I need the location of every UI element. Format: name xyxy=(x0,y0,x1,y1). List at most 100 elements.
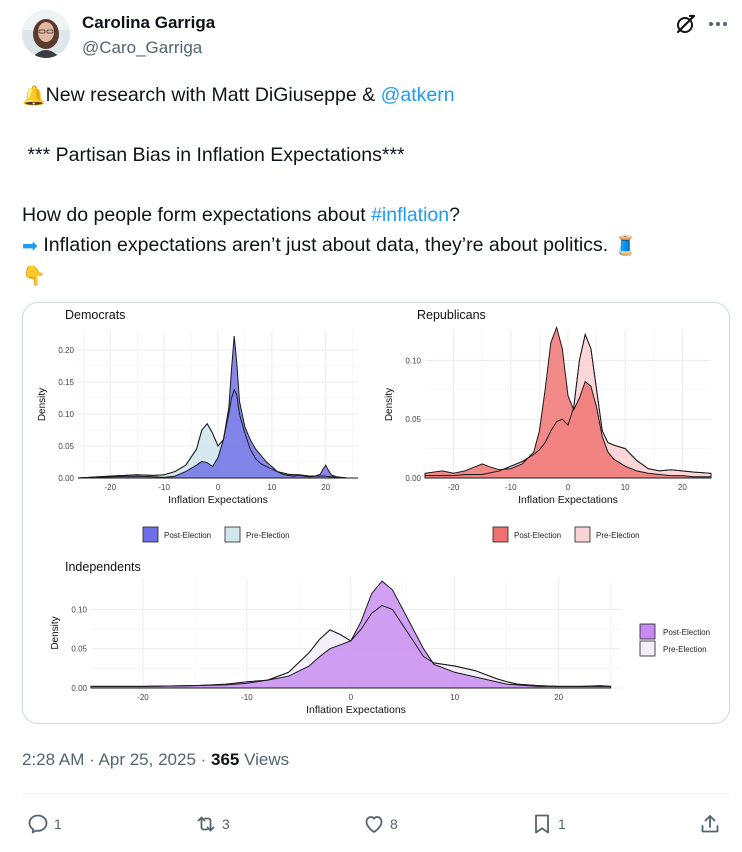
tweet-line-3-text: How do people form expectations about xyxy=(22,204,372,226)
x-tick-label: 0 xyxy=(566,483,571,492)
legend-label-pre: Pre-Election xyxy=(596,531,640,540)
x-tick-label: 10 xyxy=(450,693,459,702)
mention-link[interactable]: @atkern xyxy=(380,84,455,106)
legend-label-pre: Pre-Election xyxy=(663,645,707,654)
x-tick-label: -10 xyxy=(505,483,517,492)
tweet-actions: 1 3 8 1 xyxy=(22,808,730,840)
like-button[interactable]: 8 xyxy=(362,808,398,840)
density-line-pre-election xyxy=(77,388,358,479)
x-tick-label: 0 xyxy=(349,693,354,702)
x-tick-label: 20 xyxy=(554,693,563,702)
views-label: Views xyxy=(239,750,290,769)
y-tick-label: 0.05 xyxy=(405,415,421,424)
tweet-line-1: 🔔New research with Matt DiGiuseppe & @at… xyxy=(22,80,722,110)
avatar[interactable] xyxy=(22,10,70,58)
tweet-line-4-text: Inflation expectations aren’t just about… xyxy=(43,234,609,256)
tweet-line-3-suffix: ? xyxy=(449,204,460,226)
legend-swatch-pre xyxy=(574,526,591,543)
x-tick-label: -10 xyxy=(158,483,170,492)
chart-panel-democrats: Democrats 0.00 0.05 0.10 0.15 0.20 -20 -10 0 10 20… xyxy=(37,308,358,543)
views-count: 365 xyxy=(211,750,240,769)
density-line-pre-election xyxy=(425,332,712,477)
y-tick-label: 0.00 xyxy=(71,684,87,693)
tweet-title: *** Partisan Bias in Inflation Expectati… xyxy=(22,140,722,170)
x-tick-label: 0 xyxy=(216,483,221,492)
chart-panel-independents: Independents 0.00 0.05 0.10 -20 -10 0 10 20 Infla… xyxy=(50,560,710,716)
bookmark-count: 1 xyxy=(558,816,566,832)
x-tick-label: -20 xyxy=(105,483,117,492)
legend-swatch-post xyxy=(639,623,656,640)
chart-panel-republicans: Republicans 0.00 0.05 0.10 -20 -10 0 10 20 Inflat… xyxy=(384,308,712,543)
bookmark-icon xyxy=(535,814,549,834)
legend-swatch-post xyxy=(142,526,159,543)
tweet-text: 🔔New research with Matt DiGiuseppe & @at… xyxy=(22,80,722,290)
share-icon xyxy=(701,815,719,833)
density-charts: Democrats 0.00 0.05 0.10 0.15 0.20 -20 -10 0 10 20… xyxy=(37,308,712,716)
y-tick-label: 0.10 xyxy=(71,605,87,614)
x-tick-label: -20 xyxy=(137,693,149,702)
y-axis-label: Density xyxy=(384,388,395,421)
grok-icon[interactable] xyxy=(674,12,698,36)
y-tick-label: 0.00 xyxy=(405,474,421,483)
tweet-meta: 2:28 AM · Apr 25, 2025 · 365 Views xyxy=(22,750,289,770)
legend-label-pre: Pre-Election xyxy=(246,531,290,540)
x-tick-label: -10 xyxy=(241,693,253,702)
legend-label-post: Post-Election xyxy=(164,531,211,540)
density-line-pre-election xyxy=(91,604,611,687)
tweet-line-4: ➡ Inflation expectations aren’t just abo… xyxy=(22,230,722,260)
tweet-timestamp[interactable]: 2:28 AM · Apr 25, 2025 · xyxy=(22,750,212,769)
share-button[interactable] xyxy=(698,808,722,840)
like-count: 8 xyxy=(390,816,398,832)
x-axis-label: Inflation Expectations xyxy=(168,494,268,506)
chart-title: Independents xyxy=(65,560,141,574)
tweet-title-text: *** Partisan Bias in Inflation Expectati… xyxy=(27,144,405,166)
y-tick-label: 0.10 xyxy=(58,410,74,419)
y-tick-label: 0.05 xyxy=(71,645,87,654)
tweet-header: Carolina Garriga @Caro_Garriga xyxy=(22,8,730,60)
y-tick-label: 0.10 xyxy=(405,356,421,365)
reply-icon xyxy=(28,814,48,834)
reply-button[interactable]: 1 xyxy=(26,808,62,840)
legend-label-post: Post-Election xyxy=(663,628,710,637)
repost-count: 3 xyxy=(222,816,230,832)
legend-label-post: Post-Election xyxy=(514,531,561,540)
tweet-line-3: How do people form expectations about #i… xyxy=(22,200,722,230)
x-axis-label: Inflation Expectations xyxy=(306,704,406,716)
repost-icon xyxy=(197,816,215,832)
x-tick-label: -20 xyxy=(448,483,460,492)
repost-button[interactable]: 3 xyxy=(194,808,230,840)
y-tick-label: 0.20 xyxy=(58,346,74,355)
x-tick-label: 10 xyxy=(267,483,276,492)
x-axis-label: Inflation Expectations xyxy=(518,494,618,506)
chart-title: Democrats xyxy=(65,308,125,322)
density-area-post-election xyxy=(77,336,358,479)
legend-swatch-post xyxy=(492,526,509,543)
y-tick-label: 0.15 xyxy=(58,378,74,387)
hashtag-link[interactable]: #inflation xyxy=(371,204,450,226)
x-tick-label: 20 xyxy=(321,483,330,492)
tweet-media[interactable]: Democrats 0.00 0.05 0.10 0.15 0.20 -20 -10 0 10 20… xyxy=(22,302,730,724)
tweet-line-1-text: New research with Matt DiGiuseppe & xyxy=(45,84,381,106)
more-icon[interactable] xyxy=(706,12,730,36)
legend-swatch-pre xyxy=(224,526,241,543)
y-axis-label: Density xyxy=(37,388,48,421)
point-down-emoji: 👇 xyxy=(22,265,46,287)
density-area-post-election xyxy=(424,325,712,479)
reply-count: 1 xyxy=(54,816,62,832)
chart-title: Republicans xyxy=(417,308,486,322)
avatar-photo xyxy=(22,10,70,58)
bookmark-button[interactable]: 1 xyxy=(530,808,566,840)
author-name[interactable]: Carolina Garriga xyxy=(82,13,216,32)
legend-swatch-pre xyxy=(639,640,656,657)
x-tick-label: 20 xyxy=(678,483,687,492)
x-tick-label: 10 xyxy=(621,483,630,492)
bell-emoji: 🔔 xyxy=(22,85,46,107)
thread-emoji: 🧵 xyxy=(613,235,638,257)
tweet-line-5: 👇 xyxy=(22,260,722,290)
y-tick-label: 0.05 xyxy=(58,442,74,451)
y-tick-label: 0.00 xyxy=(58,474,74,483)
author-handle[interactable]: @Caro_Garriga xyxy=(82,38,203,57)
y-axis-label: Density xyxy=(50,616,61,649)
arrow-emoji: ➡ xyxy=(22,235,38,257)
divider xyxy=(22,793,730,794)
